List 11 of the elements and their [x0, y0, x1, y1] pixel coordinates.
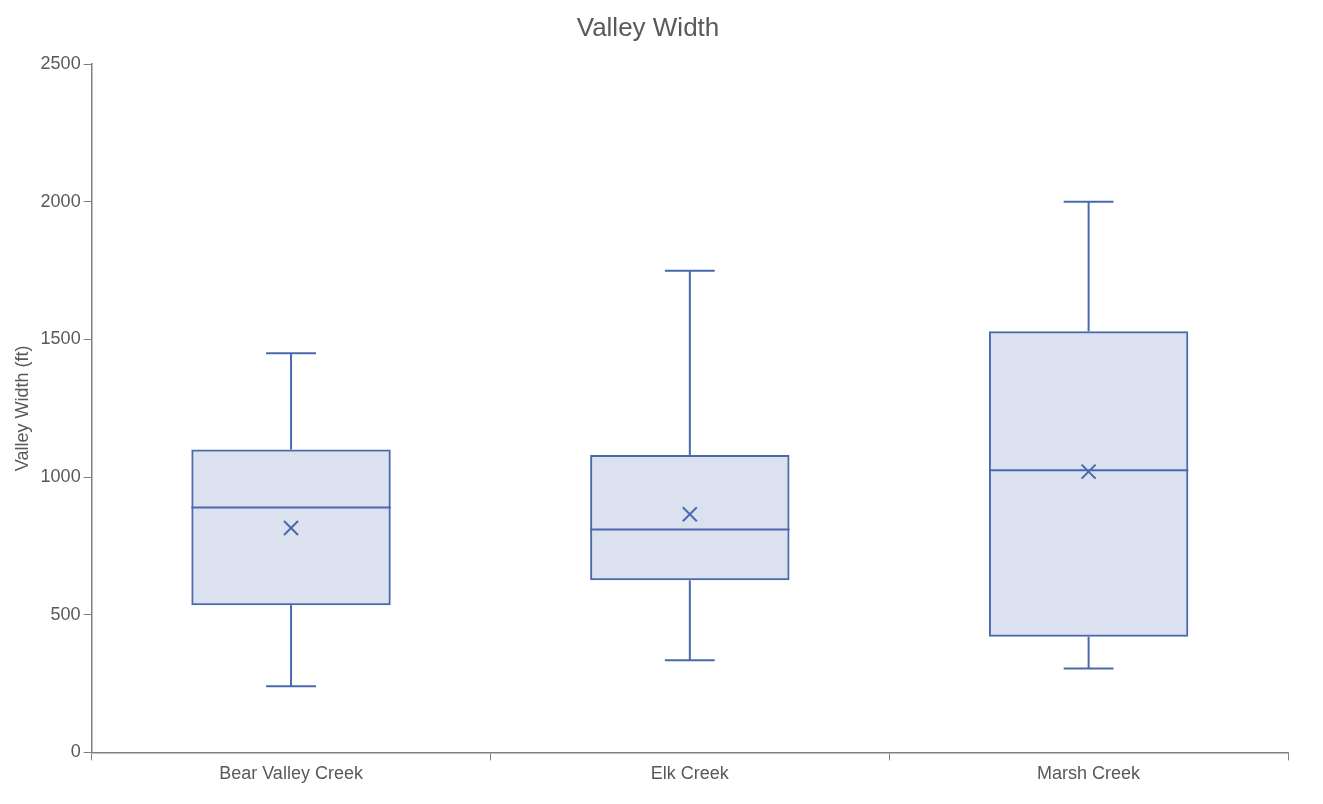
chart-title: Valley Width	[576, 11, 720, 42]
x-tick-label: Elk Creek	[650, 763, 730, 784]
y-axis-title: Valley Width (ft)	[11, 345, 32, 472]
x-tick-label: Marsh Creek	[1037, 763, 1142, 784]
y-tick-label: 2500	[40, 53, 81, 74]
y-tick-label: 1500	[40, 328, 81, 349]
y-tick-label: 500	[50, 603, 81, 624]
y-tick-label: 2000	[40, 190, 81, 211]
y-tick-label: 0	[70, 741, 81, 762]
y-tick-label: 1000	[40, 466, 81, 487]
x-tick-label: Bear Valley Creek	[219, 763, 364, 784]
